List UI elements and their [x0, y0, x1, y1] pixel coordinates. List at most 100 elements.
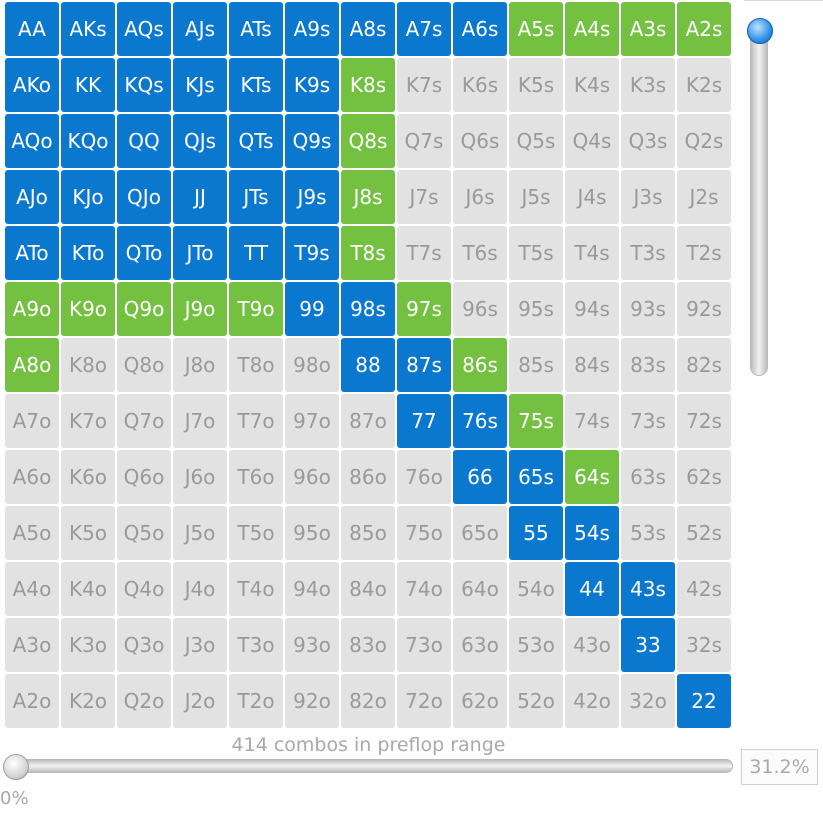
hand-cell-64o[interactable]: 64o: [453, 562, 507, 616]
hand-cell-JJ[interactable]: JJ: [173, 170, 227, 224]
hand-cell-83s[interactable]: 83s: [621, 338, 675, 392]
hand-cell-Q4o[interactable]: Q4o: [117, 562, 171, 616]
hand-cell-53o[interactable]: 53o: [509, 618, 563, 672]
hand-cell-A7o[interactable]: A7o: [5, 394, 59, 448]
hand-cell-A2o[interactable]: A2o: [5, 674, 59, 728]
hand-cell-32o[interactable]: 32o: [621, 674, 675, 728]
hand-cell-64s[interactable]: 64s: [565, 450, 619, 504]
hand-cell-K8o[interactable]: K8o: [61, 338, 115, 392]
hand-cell-96o[interactable]: 96o: [285, 450, 339, 504]
hand-cell-J8o[interactable]: J8o: [173, 338, 227, 392]
hand-cell-T6o[interactable]: T6o: [229, 450, 283, 504]
hand-cell-J6o[interactable]: J6o: [173, 450, 227, 504]
hand-cell-J7o[interactable]: J7o: [173, 394, 227, 448]
hand-cell-J4o[interactable]: J4o: [173, 562, 227, 616]
hand-cell-98s[interactable]: 98s: [341, 282, 395, 336]
hand-cell-J3o[interactable]: J3o: [173, 618, 227, 672]
hand-cell-K5o[interactable]: K5o: [61, 506, 115, 560]
hand-cell-T9o[interactable]: T9o: [229, 282, 283, 336]
range-slider-track[interactable]: [8, 759, 733, 773]
hand-cell-97s[interactable]: 97s: [397, 282, 451, 336]
hand-cell-J9s[interactable]: J9s: [285, 170, 339, 224]
hand-cell-AJo[interactable]: AJo: [5, 170, 59, 224]
hand-cell-A4o[interactable]: A4o: [5, 562, 59, 616]
hand-cell-A2s[interactable]: A2s: [677, 2, 731, 56]
hand-cell-K2o[interactable]: K2o: [61, 674, 115, 728]
hand-cell-K6s[interactable]: K6s: [453, 58, 507, 112]
hand-cell-J2s[interactable]: J2s: [677, 170, 731, 224]
hand-cell-42s[interactable]: 42s: [677, 562, 731, 616]
hand-cell-76s[interactable]: 76s: [453, 394, 507, 448]
hand-cell-J3s[interactable]: J3s: [621, 170, 675, 224]
hand-cell-72o[interactable]: 72o: [397, 674, 451, 728]
hand-cell-T3s[interactable]: T3s: [621, 226, 675, 280]
hand-cell-A3s[interactable]: A3s: [621, 2, 675, 56]
hand-cell-A8s[interactable]: A8s: [341, 2, 395, 56]
hand-cell-84o[interactable]: 84o: [341, 562, 395, 616]
hand-cell-52s[interactable]: 52s: [677, 506, 731, 560]
hand-cell-99[interactable]: 99: [285, 282, 339, 336]
hand-cell-Q6o[interactable]: Q6o: [117, 450, 171, 504]
hand-cell-33[interactable]: 33: [621, 618, 675, 672]
hand-cell-A6s[interactable]: A6s: [453, 2, 507, 56]
hand-cell-J9o[interactable]: J9o: [173, 282, 227, 336]
hand-cell-53s[interactable]: 53s: [621, 506, 675, 560]
hand-cell-84s[interactable]: 84s: [565, 338, 619, 392]
range-slider-thumb[interactable]: [3, 754, 29, 780]
hand-cell-Q6s[interactable]: Q6s: [453, 114, 507, 168]
hand-cell-86s[interactable]: 86s: [453, 338, 507, 392]
hand-cell-K3o[interactable]: K3o: [61, 618, 115, 672]
hand-cell-Q3s[interactable]: Q3s: [621, 114, 675, 168]
hand-cell-K9s[interactable]: K9s: [285, 58, 339, 112]
hand-cell-T7s[interactable]: T7s: [397, 226, 451, 280]
hand-cell-A7s[interactable]: A7s: [397, 2, 451, 56]
hand-cell-KQo[interactable]: KQo: [61, 114, 115, 168]
hand-cell-76o[interactable]: 76o: [397, 450, 451, 504]
hand-cell-AJs[interactable]: AJs: [173, 2, 227, 56]
hand-cell-94o[interactable]: 94o: [285, 562, 339, 616]
hand-cell-T5s[interactable]: T5s: [509, 226, 563, 280]
hand-cell-J4s[interactable]: J4s: [565, 170, 619, 224]
hand-cell-K4s[interactable]: K4s: [565, 58, 619, 112]
hand-cell-T3o[interactable]: T3o: [229, 618, 283, 672]
hand-cell-Q5o[interactable]: Q5o: [117, 506, 171, 560]
hand-cell-93o[interactable]: 93o: [285, 618, 339, 672]
hand-cell-82s[interactable]: 82s: [677, 338, 731, 392]
hand-cell-92o[interactable]: 92o: [285, 674, 339, 728]
hand-cell-K2s[interactable]: K2s: [677, 58, 731, 112]
hand-cell-42o[interactable]: 42o: [565, 674, 619, 728]
hand-cell-52o[interactable]: 52o: [509, 674, 563, 728]
hand-cell-A3o[interactable]: A3o: [5, 618, 59, 672]
hand-cell-Q7o[interactable]: Q7o: [117, 394, 171, 448]
hand-cell-98o[interactable]: 98o: [285, 338, 339, 392]
hand-cell-T4s[interactable]: T4s: [565, 226, 619, 280]
hand-cell-K3s[interactable]: K3s: [621, 58, 675, 112]
hand-cell-QTo[interactable]: QTo: [117, 226, 171, 280]
hand-cell-ATo[interactable]: ATo: [5, 226, 59, 280]
hand-cell-Q2o[interactable]: Q2o: [117, 674, 171, 728]
hand-cell-63s[interactable]: 63s: [621, 450, 675, 504]
hand-cell-JTs[interactable]: JTs: [229, 170, 283, 224]
hand-cell-T4o[interactable]: T4o: [229, 562, 283, 616]
hand-cell-QTs[interactable]: QTs: [229, 114, 283, 168]
hand-cell-88[interactable]: 88: [341, 338, 395, 392]
hand-cell-K9o[interactable]: K9o: [61, 282, 115, 336]
hand-cell-73o[interactable]: 73o: [397, 618, 451, 672]
hand-cell-T9s[interactable]: T9s: [285, 226, 339, 280]
hand-cell-T2o[interactable]: T2o: [229, 674, 283, 728]
hand-cell-AQo[interactable]: AQo: [5, 114, 59, 168]
hand-cell-QQ[interactable]: QQ: [117, 114, 171, 168]
hand-cell-65o[interactable]: 65o: [453, 506, 507, 560]
hand-cell-75s[interactable]: 75s: [509, 394, 563, 448]
hand-cell-K4o[interactable]: K4o: [61, 562, 115, 616]
hand-cell-A6o[interactable]: A6o: [5, 450, 59, 504]
hand-cell-K5s[interactable]: K5s: [509, 58, 563, 112]
hand-cell-87o[interactable]: 87o: [341, 394, 395, 448]
hand-cell-74o[interactable]: 74o: [397, 562, 451, 616]
range-percent-field[interactable]: 31.2%: [741, 749, 818, 785]
hand-cell-85s[interactable]: 85s: [509, 338, 563, 392]
hand-cell-A5o[interactable]: A5o: [5, 506, 59, 560]
hand-cell-32s[interactable]: 32s: [677, 618, 731, 672]
hand-cell-J7s[interactable]: J7s: [397, 170, 451, 224]
hand-cell-KK[interactable]: KK: [61, 58, 115, 112]
